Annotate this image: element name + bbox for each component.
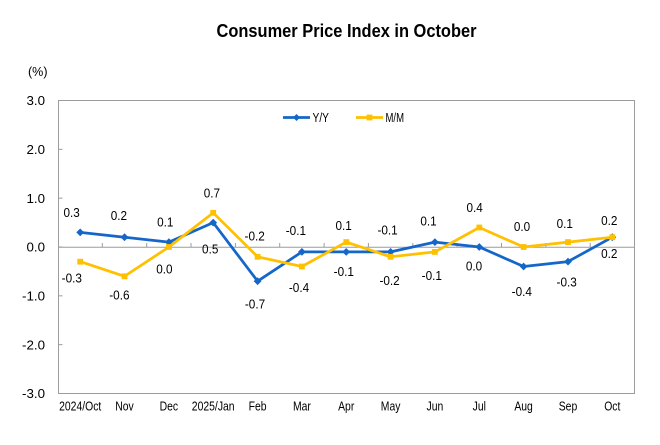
svg-text:Jun: Jun (427, 399, 444, 414)
svg-text:-0.7: -0.7 (245, 296, 265, 311)
svg-text:0.1: 0.1 (420, 214, 436, 229)
svg-text:Y/Y: Y/Y (313, 110, 330, 125)
svg-text:Jul: Jul (473, 399, 486, 414)
svg-text:0.0: 0.0 (466, 259, 482, 274)
svg-text:2.0: 2.0 (27, 142, 46, 157)
svg-text:-2.0: -2.0 (22, 337, 45, 352)
svg-text:-1.0: -1.0 (22, 288, 45, 303)
svg-text:Dec: Dec (160, 399, 179, 414)
svg-text:Consumer Price Index in Octobe: Consumer Price Index in October (217, 21, 477, 41)
svg-text:3.0: 3.0 (27, 93, 46, 108)
svg-text:May: May (381, 399, 401, 414)
svg-text:Mar: Mar (293, 399, 311, 414)
svg-text:(%): (%) (28, 64, 48, 79)
svg-text:-0.6: -0.6 (109, 288, 129, 303)
svg-text:M/M: M/M (386, 110, 405, 125)
svg-text:0.1: 0.1 (157, 215, 173, 230)
svg-text:2025/Jan: 2025/Jan (192, 399, 235, 414)
svg-text:0.3: 0.3 (63, 205, 79, 220)
svg-text:0.1: 0.1 (335, 218, 351, 233)
svg-text:0.0: 0.0 (514, 219, 530, 234)
svg-text:Oct: Oct (604, 399, 621, 414)
svg-text:0.5: 0.5 (202, 241, 218, 256)
svg-text:Aug: Aug (514, 399, 533, 414)
svg-text:Nov: Nov (115, 399, 134, 414)
svg-text:-0.1: -0.1 (286, 223, 306, 238)
svg-text:-0.3: -0.3 (62, 271, 82, 286)
svg-text:Sep: Sep (559, 399, 578, 414)
svg-text:-0.1: -0.1 (334, 264, 354, 279)
svg-text:0.0: 0.0 (27, 240, 46, 255)
svg-text:0.1: 0.1 (557, 216, 573, 231)
svg-text:0.2: 0.2 (601, 213, 617, 228)
svg-text:1.0: 1.0 (27, 191, 46, 206)
svg-text:-0.2: -0.2 (245, 229, 265, 244)
svg-text:Feb: Feb (249, 399, 267, 414)
svg-text:0.2: 0.2 (111, 208, 127, 223)
svg-text:0.7: 0.7 (204, 185, 220, 200)
svg-text:-0.1: -0.1 (422, 268, 442, 283)
svg-text:0.0: 0.0 (156, 261, 172, 276)
svg-text:0.4: 0.4 (466, 200, 482, 215)
svg-text:-0.2: -0.2 (379, 273, 399, 288)
svg-text:Apr: Apr (338, 399, 355, 414)
svg-text:-3.0: -3.0 (22, 386, 45, 401)
svg-text:-0.4: -0.4 (289, 280, 309, 295)
svg-text:-0.1: -0.1 (377, 222, 397, 237)
svg-text:2024/Oct: 2024/Oct (59, 399, 102, 414)
svg-text:-0.4: -0.4 (512, 284, 532, 299)
svg-text:0.2: 0.2 (601, 246, 617, 261)
svg-text:-0.3: -0.3 (557, 275, 577, 290)
